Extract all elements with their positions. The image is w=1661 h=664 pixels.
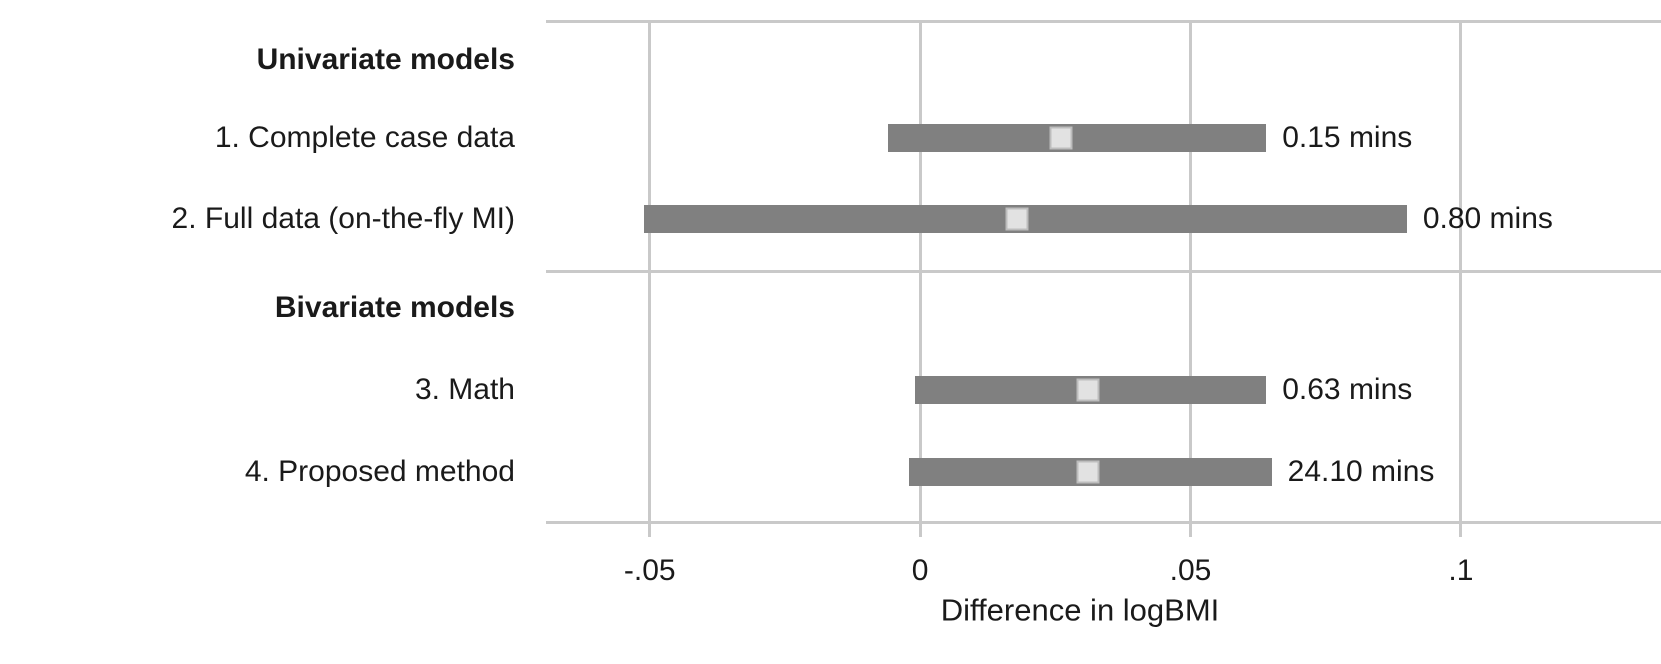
confidence-interval-bar (887, 124, 1267, 152)
plot-top-border-line (546, 20, 1661, 23)
x-tick-label: .1 (1448, 554, 1474, 587)
x-tick-label: 0 (911, 554, 929, 587)
runtime-label: 0.80 mins (1422, 202, 1553, 235)
x-gridline (1459, 21, 1463, 537)
point-estimate-marker (1076, 460, 1100, 484)
x-gridline (918, 21, 922, 537)
runtime-label: 0.63 mins (1282, 373, 1413, 406)
point-estimate-marker (1049, 126, 1073, 150)
section-header-label: Bivariate models (274, 291, 515, 324)
section-header-label: Univariate models (256, 43, 515, 76)
section-separator-line (546, 270, 1661, 273)
x-axis-line (546, 521, 1661, 524)
runtime-label: 0.15 mins (1282, 121, 1413, 154)
point-estimate-marker (1005, 207, 1029, 231)
x-tick-label: -.05 (623, 554, 676, 587)
row-label: 3. Math (414, 373, 515, 406)
row-label: 1. Complete case data (214, 121, 515, 154)
runtime-label: 24.10 mins (1287, 455, 1435, 488)
x-gridline (1189, 21, 1193, 537)
row-label: 4. Proposed method (244, 455, 515, 488)
row-label: 2. Full data (on-the-fly MI) (171, 202, 515, 235)
x-tick-label: .05 (1169, 554, 1212, 587)
x-gridline (648, 21, 652, 537)
x-axis-title: Difference in logBMI (940, 592, 1220, 628)
point-estimate-marker (1076, 378, 1100, 402)
